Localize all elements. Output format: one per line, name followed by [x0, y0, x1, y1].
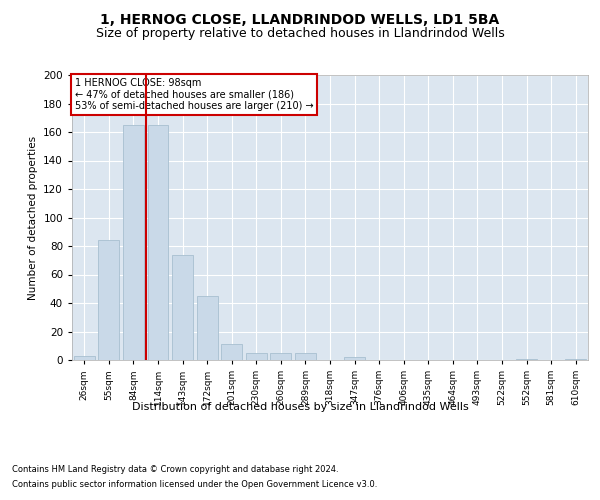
Text: 1, HERNOG CLOSE, LLANDRINDOD WELLS, LD1 5BA: 1, HERNOG CLOSE, LLANDRINDOD WELLS, LD1 … [100, 12, 500, 26]
Bar [271, 353, 292, 360]
Bar [344, 357, 365, 360]
Bar [516, 358, 537, 360]
Bar [172, 254, 193, 360]
Bar [123, 125, 144, 360]
Text: Size of property relative to detached houses in Llandrindod Wells: Size of property relative to detached ho… [95, 28, 505, 40]
Bar [246, 353, 267, 360]
Bar [148, 125, 169, 360]
Text: Distribution of detached houses by size in Llandrindod Wells: Distribution of detached houses by size … [131, 402, 469, 412]
Bar [295, 353, 316, 360]
Bar [221, 344, 242, 360]
Bar [197, 296, 218, 360]
Bar [98, 240, 119, 360]
Text: Contains HM Land Registry data © Crown copyright and database right 2024.: Contains HM Land Registry data © Crown c… [12, 465, 338, 474]
Text: Contains public sector information licensed under the Open Government Licence v3: Contains public sector information licen… [12, 480, 377, 489]
Y-axis label: Number of detached properties: Number of detached properties [28, 136, 38, 300]
Bar [74, 356, 95, 360]
Text: 1 HERNOG CLOSE: 98sqm
← 47% of detached houses are smaller (186)
53% of semi-det: 1 HERNOG CLOSE: 98sqm ← 47% of detached … [74, 78, 313, 111]
Bar [565, 358, 586, 360]
